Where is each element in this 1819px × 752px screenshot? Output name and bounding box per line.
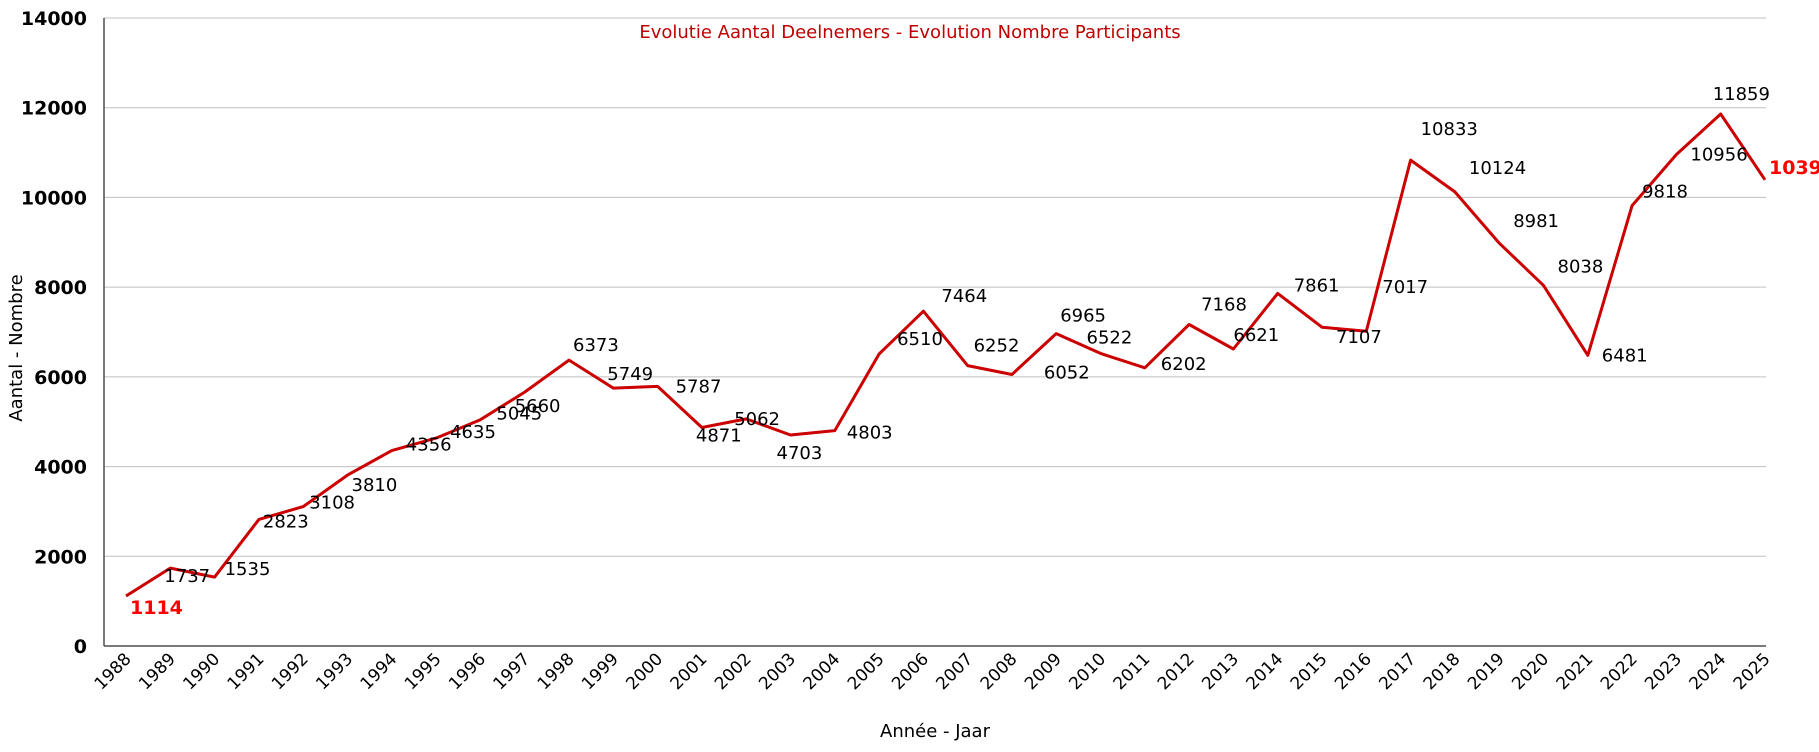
x-tick-label: 2013 — [1198, 649, 1243, 694]
data-label: 6052 — [1044, 363, 1090, 384]
x-tick-label: 2024 — [1686, 649, 1731, 694]
data-label: 4871 — [696, 426, 742, 447]
x-tick-label: 2004 — [800, 649, 845, 694]
data-label: 5787 — [676, 376, 722, 397]
data-label: 9818 — [1642, 182, 1688, 203]
y-tick-label: 12000 — [21, 98, 87, 120]
y-tick-label: 2000 — [34, 546, 87, 568]
x-tick-label: 2022 — [1597, 649, 1642, 694]
data-label: 6621 — [1233, 325, 1279, 346]
x-tick-label: 2017 — [1375, 649, 1420, 694]
data-label: 6510 — [897, 329, 943, 350]
x-tick-label: 1999 — [578, 649, 623, 694]
x-tick-label: 1996 — [445, 649, 490, 694]
gridlines — [104, 17, 1766, 557]
x-tick-label: 1995 — [401, 649, 446, 694]
data-label: 10833 — [1421, 119, 1478, 140]
data-label: 7107 — [1336, 327, 1382, 348]
y-axis-ticks: 0 2000 4000 6000 8000 10000 12000 14000 — [21, 8, 87, 658]
x-tick-label: 2000 — [622, 649, 667, 694]
data-label: 1737 — [164, 566, 210, 587]
data-label: 7017 — [1382, 277, 1428, 298]
series-line-participants — [125, 112, 1767, 598]
x-tick-label: 2011 — [1110, 649, 1155, 694]
x-axis-ticks: 1988 1989 1990 1991 1992 1993 1994 1995 1996 1997… — [91, 649, 1775, 694]
y-tick-label: 10000 — [21, 187, 87, 209]
x-tick-label: 2009 — [1021, 649, 1066, 694]
x-tick-label: 2019 — [1464, 649, 1509, 694]
data-label: 1114 — [130, 597, 183, 619]
data-label: 4703 — [777, 443, 823, 464]
x-tick-label: 2018 — [1420, 649, 1465, 694]
data-label: 7168 — [1201, 295, 1247, 316]
y-tick-label: 4000 — [34, 457, 87, 479]
x-tick-label: 2025 — [1730, 649, 1775, 694]
x-tick-label: 2007 — [932, 649, 977, 694]
data-label: 6522 — [1087, 327, 1133, 348]
data-label: 7464 — [941, 286, 987, 307]
x-tick-label: 2014 — [1243, 649, 1288, 694]
chart-title: Evolutie Aantal Deelnemers - Evolution N… — [639, 22, 1180, 43]
x-tick-label: 2010 — [1065, 649, 1110, 694]
data-label: 3810 — [352, 475, 398, 496]
x-tick-label: 1994 — [357, 649, 402, 694]
x-tick-label: 2008 — [977, 649, 1022, 694]
x-tick-label: 1993 — [312, 649, 357, 694]
x-tick-label: 2005 — [844, 649, 889, 694]
x-tick-label: 1997 — [489, 649, 534, 694]
data-label: 5062 — [734, 409, 780, 430]
data-label: 4803 — [847, 423, 893, 444]
x-tick-label: 2023 — [1641, 649, 1686, 694]
x-tick-label: 2015 — [1287, 649, 1332, 694]
x-tick-label: 2020 — [1508, 649, 1553, 694]
data-label: 10124 — [1469, 158, 1526, 179]
data-label: 11859 — [1713, 84, 1770, 105]
y-tick-label: 14000 — [21, 8, 87, 30]
y-tick-label: 8000 — [34, 277, 87, 299]
x-tick-label: 2003 — [755, 649, 800, 694]
data-label: 6252 — [974, 336, 1020, 357]
x-tick-label: 1998 — [534, 649, 579, 694]
data-label: 5045 — [496, 404, 542, 425]
data-label: 8038 — [1558, 256, 1604, 277]
data-label: 7861 — [1294, 275, 1340, 296]
x-tick-label: 1988 — [91, 649, 136, 694]
data-label: 3108 — [309, 493, 355, 514]
data-label: 6965 — [1060, 306, 1106, 327]
data-label: 10394 — [1769, 157, 1819, 179]
data-label: 2823 — [263, 511, 309, 532]
x-tick-label: 2021 — [1553, 649, 1598, 694]
x-tick-label: 1990 — [179, 649, 224, 694]
x-tick-label: 1991 — [224, 649, 269, 694]
x-tick-label: 2002 — [711, 649, 756, 694]
data-label: 4356 — [406, 435, 452, 456]
data-label: 6373 — [573, 335, 619, 356]
data-label: 10956 — [1690, 145, 1747, 166]
y-axis-title: Aantal - Nombre — [6, 274, 27, 421]
x-tick-label: 2012 — [1154, 649, 1199, 694]
x-axis-title: Année - Jaar — [880, 721, 991, 742]
data-label: 6481 — [1602, 345, 1648, 366]
data-label: 8981 — [1513, 211, 1559, 232]
data-label: 4635 — [450, 422, 496, 443]
data-label: 6202 — [1161, 354, 1207, 375]
x-tick-label: 2006 — [888, 649, 933, 694]
x-tick-label: 2001 — [667, 649, 712, 694]
y-tick-label: 0 — [74, 636, 87, 658]
x-tick-label: 1989 — [135, 649, 180, 694]
data-label: 1535 — [225, 559, 271, 580]
data-label: 5749 — [607, 364, 653, 385]
x-tick-label: 2016 — [1331, 649, 1376, 694]
data-label: 5660 — [515, 396, 561, 417]
x-tick-label: 1992 — [268, 649, 313, 694]
y-tick-label: 6000 — [34, 367, 87, 389]
